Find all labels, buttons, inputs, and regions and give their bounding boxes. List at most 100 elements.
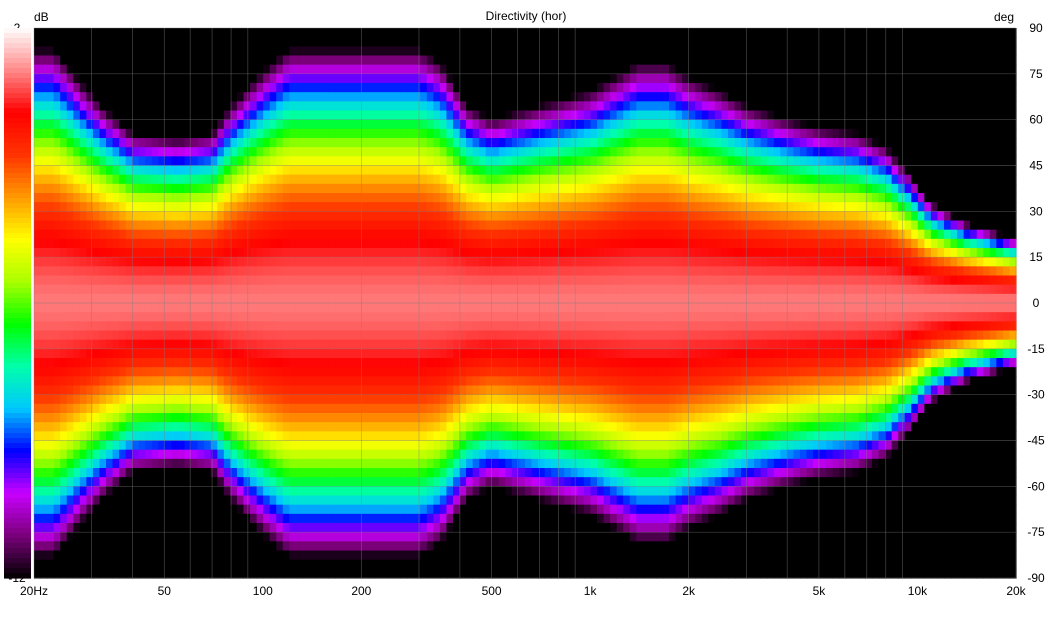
heatmap-cell [197, 312, 205, 322]
heatmap-cell [466, 403, 474, 414]
heatmap-cell [531, 211, 539, 222]
heatmap-cell [250, 541, 258, 552]
heatmap-cell [361, 92, 369, 102]
heatmap-cell [525, 394, 533, 405]
heatmap-cell [250, 477, 258, 487]
heatmap-cell [341, 385, 349, 396]
heatmap-cell [125, 312, 133, 322]
heatmap-cell [328, 348, 336, 359]
heatmap-cell [341, 83, 349, 93]
heatmap-cell [505, 541, 513, 552]
heatmap-cell [164, 266, 173, 277]
heatmap-cell [223, 183, 231, 194]
heatmap-cell [138, 477, 146, 487]
heatmap-cell [138, 550, 146, 561]
heatmap-cell [485, 284, 493, 295]
heatmap-cell [263, 83, 271, 93]
heatmap-cell [413, 293, 421, 304]
heatmap-cell [544, 486, 552, 497]
heatmap-cell [217, 229, 225, 240]
heatmap-cell [446, 266, 454, 277]
heatmap-cell [47, 440, 55, 451]
heatmap-cell [230, 504, 238, 515]
heatmap-cell [564, 55, 572, 66]
heatmap-cell [223, 46, 231, 57]
heatmap-cell [289, 532, 297, 542]
heatmap-cell [511, 257, 520, 267]
heatmap-cell [322, 266, 330, 277]
heatmap-cell [184, 403, 192, 414]
heatmap-cell [217, 394, 225, 405]
heatmap-cell [79, 202, 87, 212]
heatmap-cell [387, 119, 395, 130]
heatmap-cell [439, 156, 448, 167]
heatmap-cell [276, 413, 284, 423]
heatmap-cell [492, 550, 500, 561]
heatmap-cell [243, 413, 251, 423]
heatmap-cell [426, 101, 434, 112]
heatmap-cell [40, 275, 48, 286]
heatmap-cell [223, 238, 231, 249]
heatmap-cell [125, 174, 133, 185]
heatmap-cell [99, 174, 107, 185]
heatmap-cell [269, 248, 277, 258]
heatmap-cell [210, 431, 218, 442]
heatmap-cell [472, 138, 480, 148]
heatmap-cell [34, 431, 42, 442]
heatmap-cell [531, 422, 539, 432]
heatmap-cell [106, 284, 114, 295]
heatmap-cell [511, 559, 520, 570]
heatmap-cell [210, 422, 218, 432]
heatmap-cell [151, 523, 159, 533]
heatmap-cell [60, 275, 68, 286]
heatmap-cell [374, 468, 382, 478]
heatmap-cell [492, 64, 500, 75]
heatmap-cell [191, 541, 199, 552]
heatmap-cell [99, 266, 107, 277]
heatmap-cell [354, 559, 362, 570]
heatmap-cell [387, 211, 395, 222]
heatmap-cell [151, 513, 159, 524]
heatmap-cell [354, 358, 362, 368]
heatmap-cell [112, 138, 120, 148]
heatmap-cell [263, 358, 271, 368]
heatmap-cell [178, 257, 186, 267]
heatmap-cell [47, 495, 55, 506]
heatmap-cell [400, 458, 408, 469]
heatmap-cell [322, 128, 330, 139]
heatmap-cell [256, 413, 264, 423]
heatmap-cell [374, 504, 382, 515]
heatmap-cell [145, 165, 153, 176]
heatmap-cell [269, 183, 277, 194]
heatmap-cell [171, 303, 179, 313]
heatmap-cell [394, 477, 402, 487]
heatmap-cell [407, 238, 415, 249]
heatmap-cell [407, 202, 415, 212]
heatmap-cell [223, 156, 231, 167]
heatmap-cell [295, 284, 304, 295]
heatmap-cell [531, 248, 539, 258]
heatmap-cell [328, 257, 336, 267]
heatmap-cell [171, 468, 179, 478]
heatmap-cell [413, 367, 421, 377]
heatmap-cell [210, 128, 218, 139]
heatmap-cell [374, 83, 382, 93]
heatmap-cell [322, 293, 330, 304]
heatmap-cell [269, 202, 277, 212]
heatmap-cell [485, 46, 493, 57]
heatmap-cell [439, 513, 448, 524]
heatmap-cell [79, 73, 87, 84]
heatmap-cell [106, 55, 114, 66]
heatmap-cell [322, 422, 330, 432]
heatmap-cell [433, 147, 441, 157]
heatmap-cell [492, 568, 500, 579]
heatmap-cell [256, 119, 264, 130]
heatmap-cell [66, 358, 74, 368]
heatmap-cell [34, 303, 42, 313]
heatmap-cell [551, 339, 559, 350]
heatmap-cell [459, 92, 467, 102]
heatmap-cell [164, 101, 173, 112]
heatmap-cell [66, 28, 74, 38]
heatmap-cell [106, 523, 114, 533]
heatmap-cell [315, 193, 323, 203]
